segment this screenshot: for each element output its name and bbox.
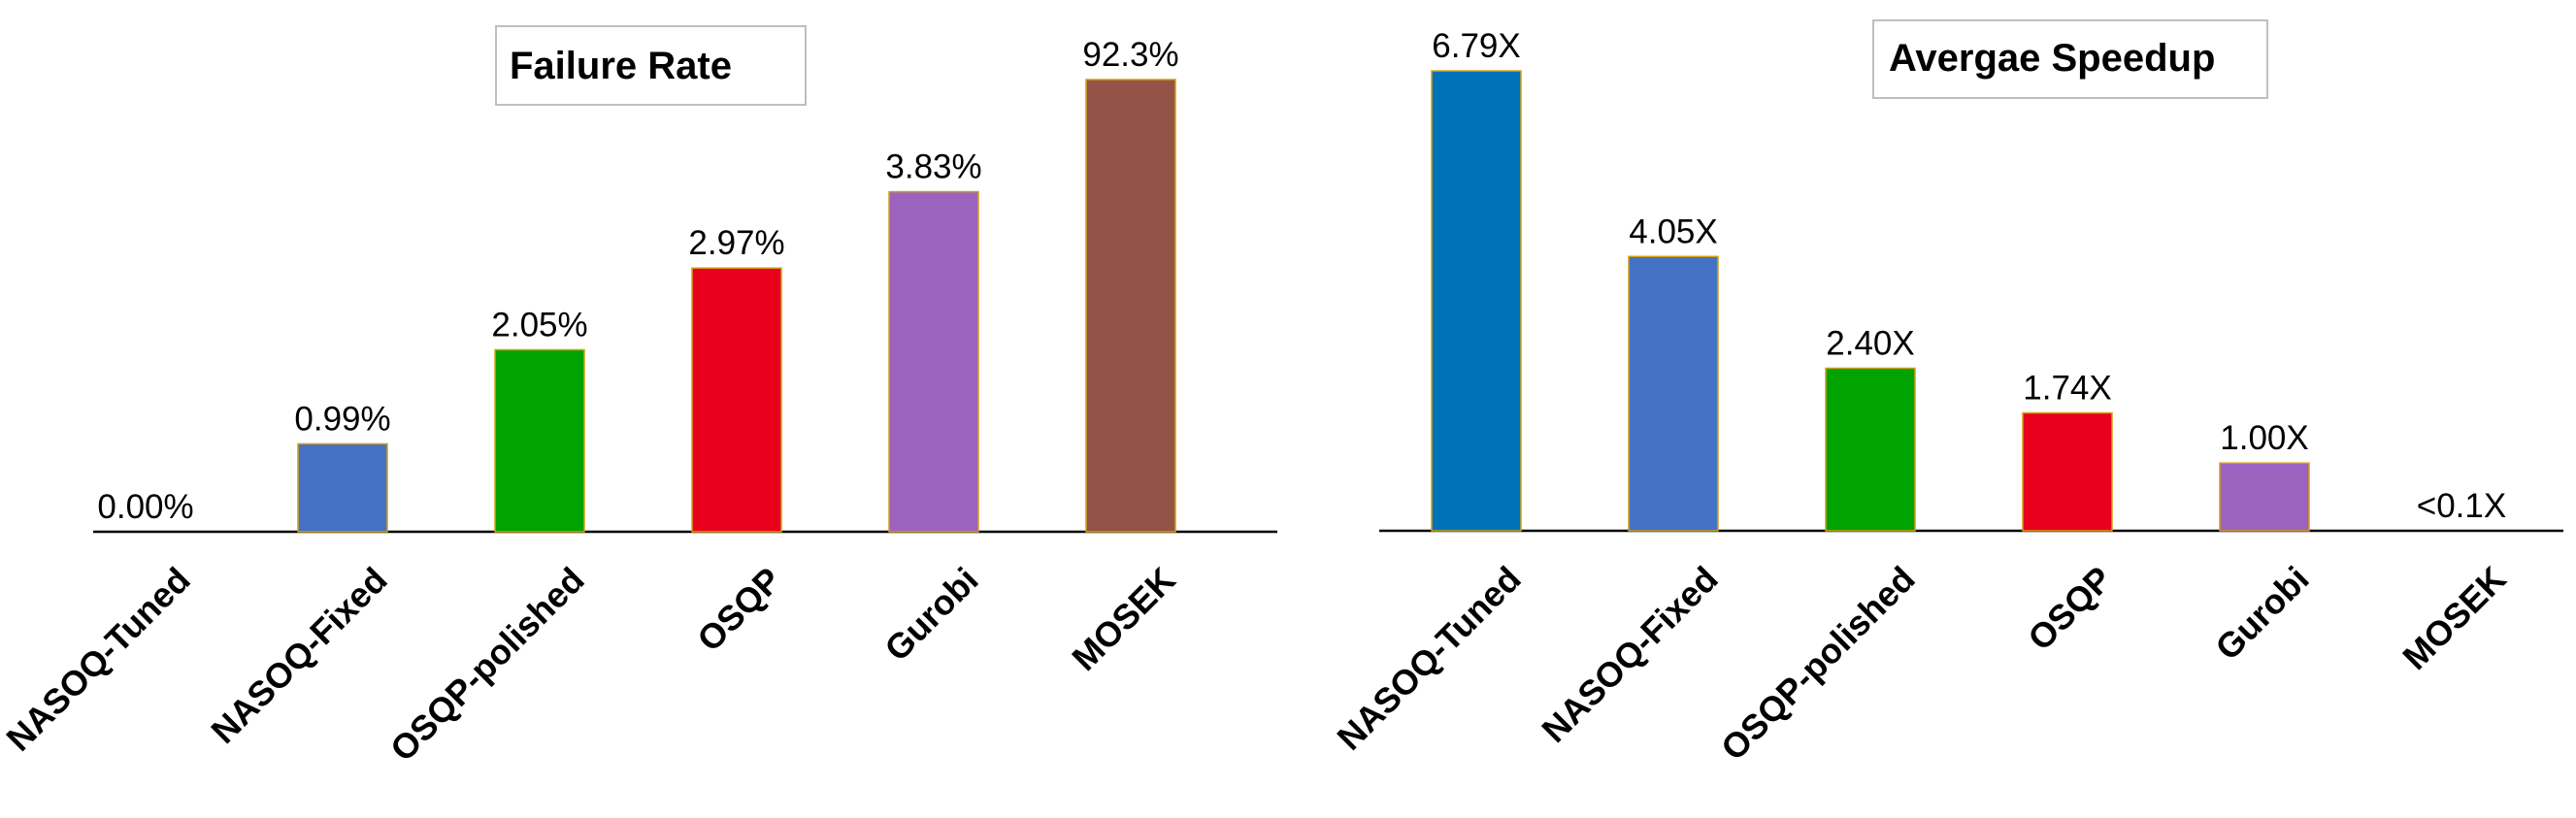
average-speedup-bar-nasoq-tuned xyxy=(1431,70,1522,532)
average-speedup-bar-osqp-polished xyxy=(1825,367,1916,532)
average-speedup-bar-osqp xyxy=(2022,411,2113,532)
average-speedup-chart: Avergae Speedup 6.79X NASOQ-Tuned 4.05X NAS… xyxy=(1329,19,2563,768)
failure-rate-bar-osqp-polished xyxy=(494,348,585,533)
failure-rate-category-label-osqp-polished: OSQP-polished xyxy=(382,560,592,769)
average-speedup-category-label-mosek: MOSEK xyxy=(2394,559,2513,677)
average-speedup-category-label-nasoq-tuned: NASOQ-Tuned xyxy=(1329,559,1528,758)
failure-rate-value-label-gurobi: 3.83% xyxy=(885,148,981,186)
failure-rate-value-label-osqp-polished: 2.05% xyxy=(491,306,587,344)
average-speedup-bars: 6.79X NASOQ-Tuned 4.05X NASOQ-Fixed 2.40X OSQ… xyxy=(1329,27,2513,768)
failure-rate-bar-osqp xyxy=(691,267,782,533)
failure-rate-bar-nasoq-fixed xyxy=(297,442,388,533)
average-speedup-bar-gurobi xyxy=(2219,462,2310,532)
average-speedup-value-label-nasoq-fixed: 4.05X xyxy=(1629,213,1717,250)
failure-rate-chart: Failure Rate 0.00% NASOQ-Tuned 0.99% NASOQ-… xyxy=(0,25,1277,769)
average-speedup-value-label-osqp: 1.74X xyxy=(2023,370,2111,408)
failure-rate-bars: 0.00% NASOQ-Tuned 0.99% NASOQ-Fixed 2.05% OSQ… xyxy=(0,36,1183,769)
failure-rate-title-box xyxy=(495,25,807,106)
average-speedup-category-label-osqp-polished: OSQP-polished xyxy=(1713,559,1923,769)
failure-rate-value-label-mosek: 92.3% xyxy=(1082,36,1178,74)
failure-rate-bar-gurobi xyxy=(888,190,979,533)
failure-rate-category-label-nasoq-fixed: NASOQ-Fixed xyxy=(203,560,394,751)
failure-rate-category-label-gurobi: Gurobi xyxy=(876,560,985,669)
average-speedup-value-label-osqp-polished: 2.40X xyxy=(1826,324,1914,362)
average-speedup-value-label-nasoq-tuned: 6.79X xyxy=(1432,27,1520,65)
failure-rate-value-label-osqp: 2.97% xyxy=(688,224,784,262)
average-speedup-title: Avergae Speedup xyxy=(1889,37,2215,80)
failure-rate-category-label-nasoq-tuned: NASOQ-Tuned xyxy=(0,560,198,759)
average-speedup-bar-nasoq-fixed xyxy=(1628,255,1719,532)
average-speedup-category-label-osqp: OSQP xyxy=(2020,559,2120,659)
average-speedup-title-box xyxy=(1872,19,2268,99)
failure-rate-value-label-nasoq-fixed: 0.99% xyxy=(294,400,390,438)
average-speedup-category-label-gurobi: Gurobi xyxy=(2207,559,2316,668)
average-speedup-value-label-mosek: <0.1X xyxy=(2417,487,2506,525)
failure-rate-title: Failure Rate xyxy=(510,45,732,87)
failure-rate-category-label-mosek: MOSEK xyxy=(1064,560,1182,678)
failure-rate-bar-mosek xyxy=(1085,79,1176,533)
failure-rate-category-label-osqp: OSQP xyxy=(689,560,789,660)
failure-rate-value-label-nasoq-tuned: 0.00% xyxy=(97,488,193,526)
average-speedup-value-label-gurobi: 1.00X xyxy=(2220,419,2308,457)
average-speedup-category-label-nasoq-fixed: NASOQ-Fixed xyxy=(1534,559,1725,750)
